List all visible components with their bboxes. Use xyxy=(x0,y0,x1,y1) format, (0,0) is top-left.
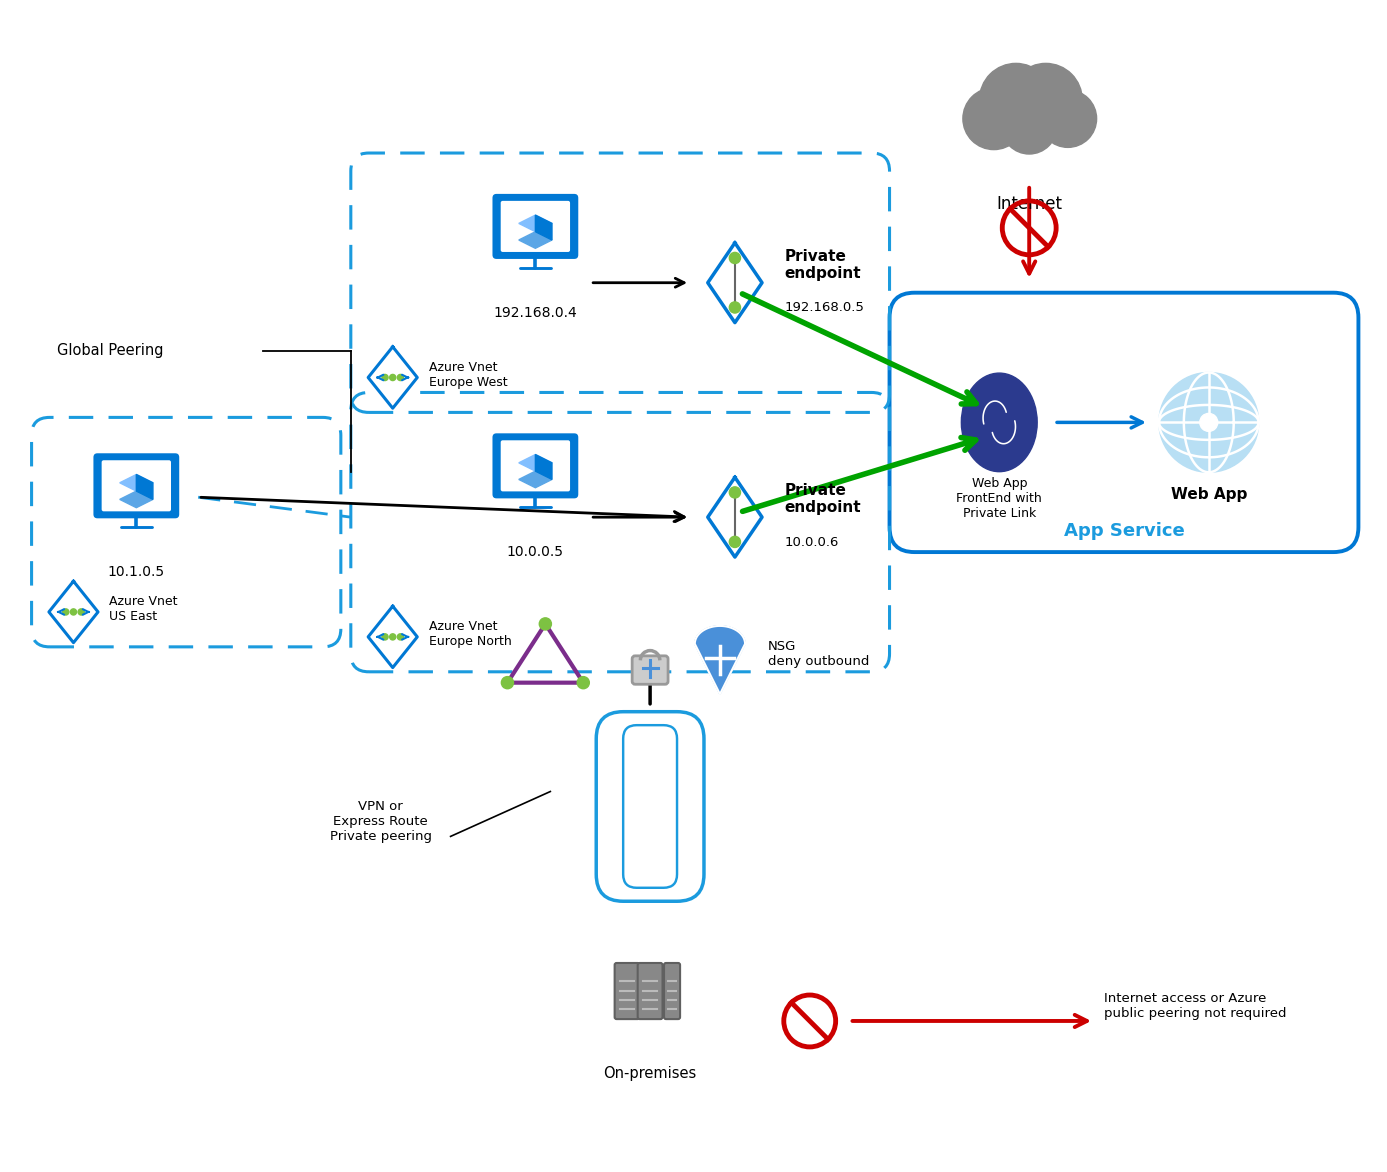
Circle shape xyxy=(963,88,1025,150)
FancyBboxPatch shape xyxy=(664,963,680,1020)
Text: VPN or
Express Route
Private peering: VPN or Express Route Private peering xyxy=(330,800,431,843)
FancyBboxPatch shape xyxy=(889,293,1358,552)
Polygon shape xyxy=(535,455,552,479)
Polygon shape xyxy=(695,626,745,694)
Text: Azure Vnet
Europe West: Azure Vnet Europe West xyxy=(429,361,508,388)
Polygon shape xyxy=(368,347,417,408)
Polygon shape xyxy=(119,491,153,507)
FancyBboxPatch shape xyxy=(614,963,639,1020)
Circle shape xyxy=(1200,414,1218,431)
Circle shape xyxy=(540,618,552,631)
Circle shape xyxy=(62,609,69,615)
Polygon shape xyxy=(707,243,761,322)
Polygon shape xyxy=(119,475,153,491)
Polygon shape xyxy=(519,471,552,488)
Text: NSG
deny outbound: NSG deny outbound xyxy=(768,640,870,668)
Polygon shape xyxy=(368,606,417,668)
Polygon shape xyxy=(519,216,552,232)
Polygon shape xyxy=(519,455,552,471)
Text: 10.0.0.5: 10.0.0.5 xyxy=(506,545,565,559)
FancyBboxPatch shape xyxy=(93,454,179,518)
Circle shape xyxy=(730,486,741,498)
Circle shape xyxy=(71,609,76,615)
Polygon shape xyxy=(49,581,98,642)
Circle shape xyxy=(397,374,404,381)
FancyBboxPatch shape xyxy=(638,963,663,1020)
Circle shape xyxy=(390,634,395,640)
Text: Private
endpoint: Private endpoint xyxy=(785,248,861,281)
Text: Internet access or Azure
public peering not required: Internet access or Azure public peering … xyxy=(1104,992,1287,1020)
Text: Web App: Web App xyxy=(1171,488,1247,503)
Circle shape xyxy=(501,676,513,689)
FancyBboxPatch shape xyxy=(501,441,570,491)
Polygon shape xyxy=(707,477,761,557)
FancyBboxPatch shape xyxy=(632,656,669,684)
Text: Private
endpoint: Private endpoint xyxy=(785,483,861,516)
Text: Azure Vnet
US East: Azure Vnet US East xyxy=(110,595,178,624)
Text: On-premises: On-premises xyxy=(603,1065,696,1081)
Circle shape xyxy=(1010,63,1082,136)
Text: App Service: App Service xyxy=(1064,522,1184,540)
Text: Azure Vnet
Europe North: Azure Vnet Europe North xyxy=(429,620,512,648)
Circle shape xyxy=(730,537,741,547)
Text: 10.0.0.6: 10.0.0.6 xyxy=(785,536,839,548)
Text: 192.168.0.4: 192.168.0.4 xyxy=(494,306,577,320)
Text: Global Peering: Global Peering xyxy=(57,343,164,359)
Text: 192.168.0.5: 192.168.0.5 xyxy=(785,301,864,314)
Circle shape xyxy=(381,374,388,381)
Circle shape xyxy=(1001,98,1057,154)
Circle shape xyxy=(730,252,741,264)
Text: 10.1.0.5: 10.1.0.5 xyxy=(108,565,165,579)
Circle shape xyxy=(1160,373,1258,472)
Circle shape xyxy=(730,302,741,313)
Circle shape xyxy=(390,374,395,381)
Polygon shape xyxy=(519,232,552,248)
FancyBboxPatch shape xyxy=(501,200,570,252)
Circle shape xyxy=(397,634,404,640)
FancyBboxPatch shape xyxy=(492,193,578,259)
Polygon shape xyxy=(535,216,552,240)
Text: Web App
FrontEnd with
Private Link: Web App FrontEnd with Private Link xyxy=(957,477,1042,520)
Circle shape xyxy=(577,676,589,689)
FancyBboxPatch shape xyxy=(101,461,171,511)
Circle shape xyxy=(979,63,1053,136)
Circle shape xyxy=(381,634,388,640)
Polygon shape xyxy=(136,475,153,499)
Text: Internet: Internet xyxy=(996,195,1062,213)
Circle shape xyxy=(78,609,85,615)
Circle shape xyxy=(1039,90,1097,148)
FancyBboxPatch shape xyxy=(492,434,578,498)
Ellipse shape xyxy=(961,373,1037,471)
